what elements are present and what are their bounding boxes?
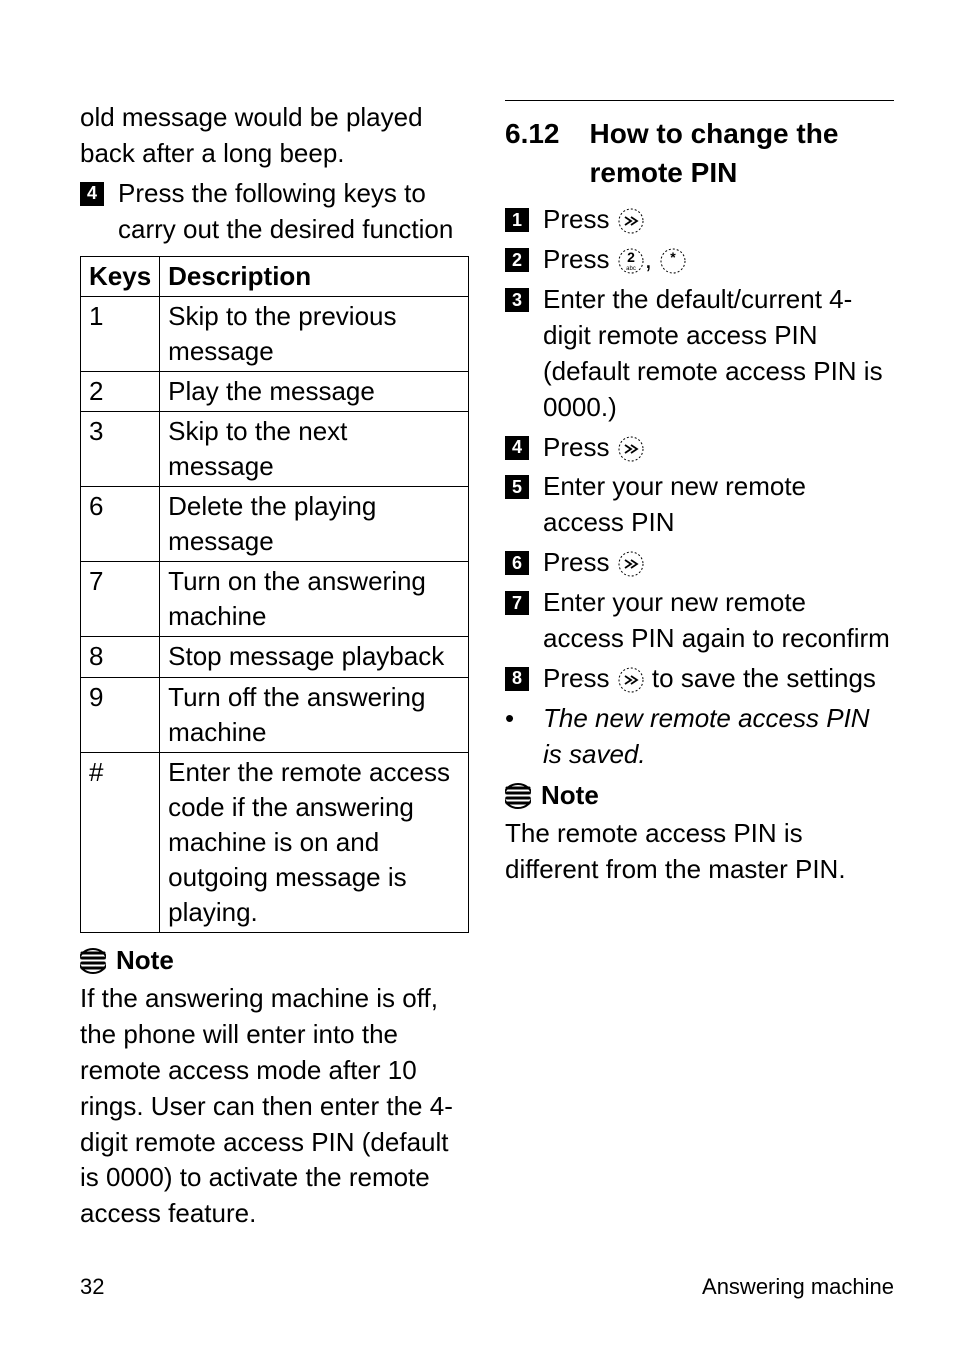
bullet-text: The new remote access PIN is saved.: [543, 701, 894, 773]
key-cell: #: [81, 752, 160, 932]
step-5: 5 Enter your new remote access PIN: [505, 469, 894, 541]
step-3: 3 Enter the default/current 4-digit remot…: [505, 282, 894, 426]
step-4: 4 Press the following keys to carry out …: [80, 176, 469, 248]
svg-text:2: 2: [627, 249, 635, 265]
desc-cell: Turn off the answering machine: [160, 677, 469, 752]
step-text: Press 2abc, *: [543, 242, 894, 278]
note-icon: [505, 783, 531, 809]
desc-cell: Skip to the previous message: [160, 296, 469, 371]
step-number-badge: 3: [505, 288, 529, 312]
key-cell: 9: [81, 677, 160, 752]
note-heading-right: Note: [505, 778, 894, 814]
section-heading: How to change the remote PIN: [590, 115, 895, 192]
keys-table: Keys Description 1Skip to the previous m…: [80, 256, 469, 934]
step-number-badge: 7: [505, 591, 529, 615]
step-8: 8 Press to save the settings: [505, 661, 894, 697]
step-number-badge: 5: [505, 475, 529, 499]
svg-text:abc: abc: [626, 266, 636, 272]
col-keys-header: Keys: [81, 256, 160, 296]
step-1: 1 Press: [505, 202, 894, 238]
desc-cell: Delete the playing message: [160, 487, 469, 562]
footer-section: Answering machine: [702, 1274, 894, 1300]
step-2: 2Press 2abc, *: [505, 242, 894, 278]
step-text: Press to save the settings: [543, 661, 894, 697]
section-title: 6.12 How to change the remote PIN: [505, 115, 894, 192]
desc-cell: Turn on the answering machine: [160, 562, 469, 637]
step-text: Enter the default/current 4-digit remote…: [543, 282, 894, 426]
key-cell: 2: [81, 371, 160, 411]
result-bullet: • The new remote access PIN is saved.: [505, 701, 894, 773]
desc-cell: Enter the remote access code if the answ…: [160, 752, 469, 932]
table-row: #Enter the remote access code if the ans…: [81, 752, 469, 932]
note-label-right: Note: [541, 778, 599, 814]
step-number-badge: 4: [80, 182, 104, 206]
note-icon: [80, 948, 106, 974]
table-row: 9Turn off the answering machine: [81, 677, 469, 752]
desc-cell: Stop message playback: [160, 637, 469, 677]
step-number-badge: 6: [505, 551, 529, 575]
key-cell: 8: [81, 637, 160, 677]
desc-cell: Play the message: [160, 371, 469, 411]
desc-cell: Skip to the next message: [160, 411, 469, 486]
step-7: 7 Enter your new remote access PIN again …: [505, 585, 894, 657]
page-number: 32: [80, 1274, 104, 1300]
key-cell: 3: [81, 411, 160, 486]
table-row: 7Turn on the answering machine: [81, 562, 469, 637]
step-text: Press: [543, 430, 894, 466]
key-cell: 7: [81, 562, 160, 637]
step-number-badge: 4: [505, 436, 529, 460]
svg-text:*: *: [670, 249, 676, 265]
section-number: 6.12: [505, 115, 560, 154]
key-cell: 1: [81, 296, 160, 371]
table-row: 2Play the message: [81, 371, 469, 411]
col-desc-header: Description: [160, 256, 469, 296]
step-number-badge: 8: [505, 667, 529, 691]
left-column: old message would be played back after a…: [80, 100, 469, 1210]
table-row: 1Skip to the previous message: [81, 296, 469, 371]
step-4: 4 Press: [505, 430, 894, 466]
step-text: Press: [543, 202, 894, 238]
table-row: 8Stop message playback: [81, 637, 469, 677]
step-text: Enter your new remote access PIN: [543, 469, 894, 541]
step-text: Enter your new remote access PIN again t…: [543, 585, 894, 657]
note-label: Note: [116, 943, 174, 979]
table-row: 6Delete the playing message: [81, 487, 469, 562]
note-heading: Note: [80, 943, 469, 979]
step-text: Press: [543, 545, 894, 581]
intro-text: old message would be played back after a…: [80, 100, 469, 172]
note-body: If the answering machine is off, the pho…: [80, 981, 469, 1232]
step-4-text: Press the following keys to carry out th…: [118, 176, 469, 248]
step-6: 6 Press: [505, 545, 894, 581]
right-column: 6.12 How to change the remote PIN 1 Press…: [505, 100, 894, 1210]
page-footer: 32 Answering machine: [80, 1274, 894, 1300]
table-row: 3Skip to the next message: [81, 411, 469, 486]
step-number-badge: 1: [505, 208, 529, 232]
section-rule: [505, 100, 894, 101]
bullet-dot: •: [505, 701, 543, 737]
key-cell: 6: [81, 487, 160, 562]
note-body-right: The remote access PIN is different from …: [505, 816, 894, 888]
step-number-badge: 2: [505, 248, 529, 272]
